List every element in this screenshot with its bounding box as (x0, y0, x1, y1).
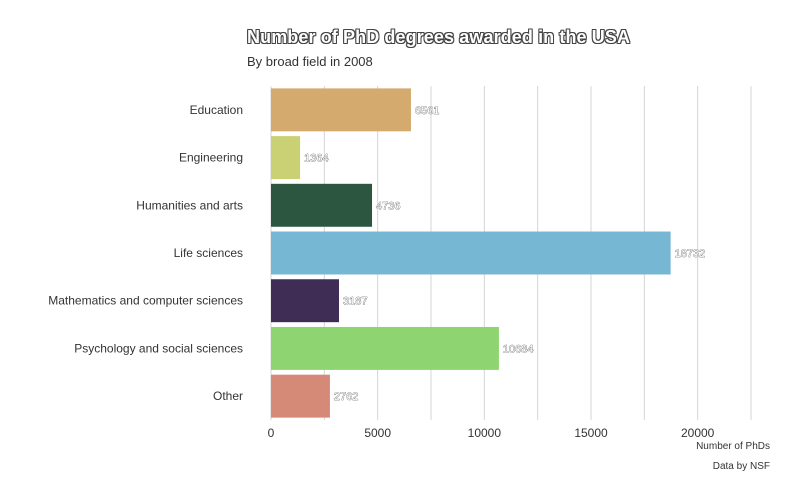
category-label: Education (190, 103, 243, 117)
category-label: Life sciences (174, 246, 243, 260)
x-tick-label: 10000 (468, 426, 502, 440)
bar-value-label: 4736 (376, 200, 400, 212)
bar-value-label: 18732 (675, 248, 706, 260)
category-label: Engineering (179, 151, 243, 165)
bar (271, 231, 671, 275)
bar-value-label: 10684 (503, 343, 534, 355)
bar (271, 279, 339, 323)
bar-value-label: 1364 (304, 153, 328, 165)
bar-value-label: 2762 (334, 391, 358, 403)
bar (271, 183, 373, 227)
x-tick-label: 20000 (681, 426, 715, 440)
value-labels: 6561 1364 4736 18732 3187 10684 2762 (304, 105, 706, 404)
category-label: Other (213, 389, 243, 403)
data-credit: Data by NSF (712, 461, 770, 472)
bar (271, 136, 301, 180)
category-label: Psychology and social sciences (74, 341, 243, 355)
bar-value-label: 3187 (343, 296, 367, 308)
category-label: Mathematics and computer sciences (48, 294, 243, 308)
x-axis-ticks: 0 5000 10000 15000 20000 (268, 426, 715, 440)
bar (271, 326, 499, 370)
category-labels: Education Engineering Humanities and arts L… (48, 103, 243, 403)
chart-subtitle: By broad field in 2008 (247, 54, 373, 69)
chart-title: Number of PhD degrees awarded in the USA (247, 27, 631, 47)
bar (271, 88, 411, 132)
bars (271, 88, 671, 418)
x-axis-label: Number of PhDs (696, 441, 770, 452)
x-tick-label: 0 (268, 426, 275, 440)
x-tick-label: 5000 (364, 426, 391, 440)
x-tick-label: 15000 (574, 426, 608, 440)
bar-value-label: 6561 (415, 105, 439, 117)
category-label: Humanities and arts (136, 198, 243, 212)
bar (271, 374, 330, 418)
